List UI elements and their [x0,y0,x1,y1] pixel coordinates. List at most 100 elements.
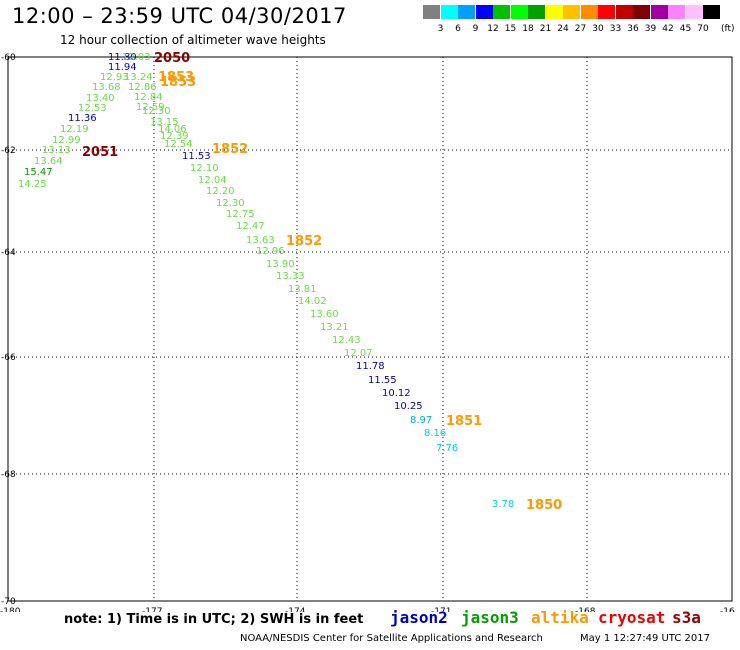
wave-height-label: 10.12 [382,388,411,399]
legend-swatch [475,5,493,19]
legend-swatch [668,5,685,19]
pass-time-label: 1852 [212,142,248,157]
map-frame [7,56,733,602]
pass-time-label: 1853 [160,75,196,90]
wave-height-label: 12.19 [60,124,89,135]
legend-swatch [528,5,545,19]
wave-height-label: 11.80 [108,52,137,63]
footer-note: note: 1) Time is in UTC; 2) SWH is in fe… [64,612,364,627]
pass-time-label: 1851 [446,414,482,429]
wave-height-label: 12.47 [236,221,265,232]
longitude-label: -174 [285,607,306,612]
wave-height-label: 12.43 [332,335,361,346]
wave-height-label: 8.97 [410,415,432,426]
pass-time-label: 2051 [82,145,118,160]
legend-swatch [458,5,475,19]
legend-swatch [563,5,580,19]
map-grid [7,56,733,602]
wave-height-label: 11.94 [108,62,137,73]
pass-time-label: 2050 [154,51,190,66]
legend-label: 45 [679,24,692,34]
legend-label: 42 [662,24,674,34]
legend-label: 36 [627,24,639,34]
legend-label: 15 [504,24,517,34]
wave-height-label: 11.55 [368,375,397,386]
latitude-label: -68 [1,470,16,480]
wave-height-label: 12.39 [160,131,189,142]
legend-label: 27 [574,24,587,34]
legend-swatch [423,5,440,19]
legend-label: 30 [592,24,604,34]
legend-label: 70 [697,24,709,34]
legend-label: 6 [455,24,461,34]
latitude-label: -60 [1,53,16,63]
legend-swatch [650,5,668,19]
wave-height-label: 14.25 [18,179,47,190]
wave-height-label: 15.47 [24,167,53,178]
wave-height-label: 11.53 [182,151,211,162]
wave-height-label: 12.75 [226,209,255,220]
pass-time-label: 1852 [286,234,322,249]
legend-swatch [615,5,633,19]
pass-time-label: 1850 [526,498,562,513]
wave-height-label: 12.59 [136,102,165,113]
wave-height-label: 13.33 [276,271,305,282]
wave-height-label: 12.03 [122,52,151,63]
satellite-name: jason2 [390,608,448,627]
wave-height-label: 13.15 [150,117,179,128]
page-subtitle: 12 hour collection of altimeter wave hei… [60,33,326,47]
wave-height-label: 12.30 [216,198,245,209]
satellite-name: jason3 [461,608,519,627]
wave-height-label: 12.07 [344,348,373,359]
satellite-name: s3a [672,608,701,627]
latitude-label: -70 [1,597,16,607]
wave-height-label: 12.53 [78,103,107,114]
latitude-label: -66 [1,353,16,363]
page-title: 12:00 – 23:59 UTC 04/30/2017 [12,4,347,28]
wave-height-label: 12.54 [164,139,193,150]
legend-swatch [703,5,720,19]
wave-height-label: 12.10 [190,163,219,174]
wave-height-label: 11.36 [68,113,97,124]
wave-height-label: 13.21 [320,322,349,333]
wave-height-label: 12.99 [52,135,81,146]
wave-height-label: 13.81 [288,284,317,295]
latitude-label: -64 [1,248,16,258]
legend-label: 33 [609,24,622,34]
wave-height-label: 13.68 [92,82,121,93]
longitude-label: -180 [0,607,21,612]
legend-label: 24 [557,24,569,34]
wave-height-label: 13.60 [310,309,339,320]
pass-time-label: 1853 [158,70,194,85]
credit-line: NOAA/NESDIS Center for Satellite Applica… [240,633,543,644]
legend-swatch [633,5,650,19]
wave-height-label: 14.06 [158,124,187,135]
legend-label: 18 [522,24,534,34]
legend-swatch [545,5,563,19]
legend-unit: (ft) [721,24,735,34]
legend-swatch [493,5,510,19]
wave-height-label: 12.93 [100,72,129,83]
wave-height-label: 10.25 [394,401,423,412]
generated-timestamp: May 1 12:27:49 UTC 2017 [580,633,710,644]
legend-label: 12 [487,24,499,34]
wave-height-label: 7.76 [436,443,458,454]
legend-label: 21 [539,24,552,34]
legend-label: 39 [644,24,657,34]
wave-height-label: 13.24 [124,72,153,83]
legend-swatch [510,5,528,19]
wave-height-label: 12.96 [256,246,285,257]
wave-height-label: 12.84 [134,92,163,103]
axis-labels: -60 -62 -64 -66 -68 -70-180 -177 -174 -171 -168 -1… [0,53,735,612]
wave-height-label: 12.30 [142,106,171,117]
legend-swatch [685,5,703,19]
satellite-name: cryosat [598,608,666,627]
legend-swatch [598,5,615,19]
wave-height-label: 13.90 [266,259,295,270]
legend-swatch [580,5,598,19]
latitude-label: -62 [1,146,16,156]
longitude-label: -171 [431,607,451,612]
wave-height-label: 12.20 [206,186,235,197]
